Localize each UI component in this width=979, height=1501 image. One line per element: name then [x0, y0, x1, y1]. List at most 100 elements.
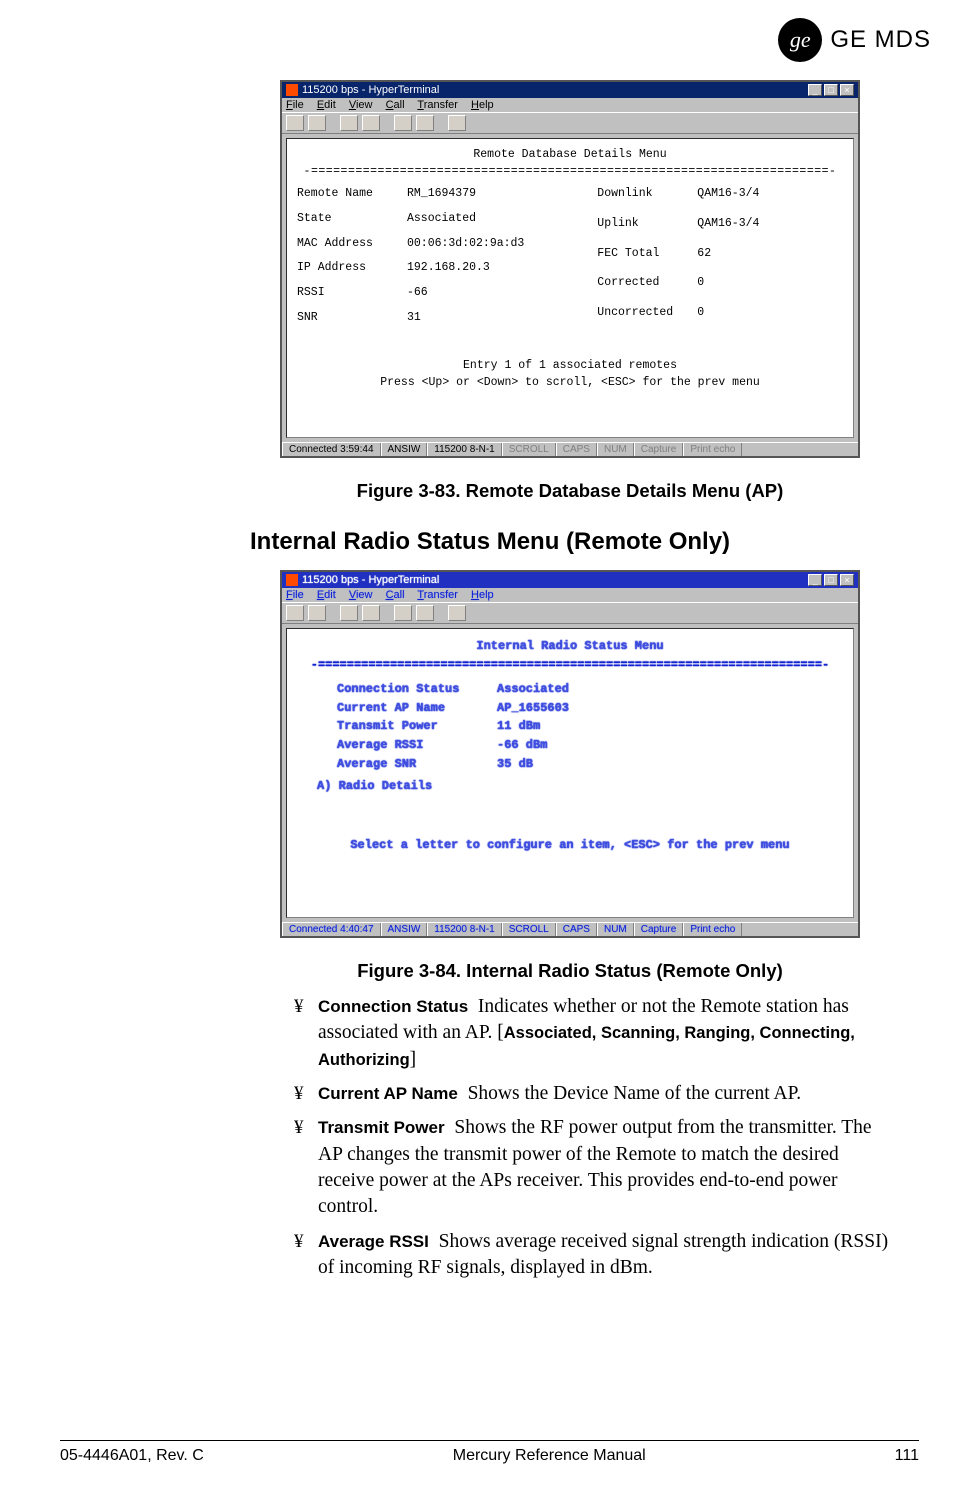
field-label: Remote Name	[297, 186, 397, 203]
toolbar-button[interactable]	[308, 605, 326, 621]
footer-left: 05-4446A01, Rev. C	[60, 1447, 204, 1465]
field-value: 62	[697, 246, 843, 268]
window-controls: _ □ ×	[808, 574, 854, 586]
toolbar-button[interactable]	[362, 115, 380, 131]
field-value: -66	[407, 285, 597, 302]
status-echo: Print echo	[683, 923, 742, 936]
menubar: File Edit View Call Transfer Help	[282, 98, 858, 112]
field-value: 192.168.20.3	[407, 260, 597, 277]
status-num: NUM	[597, 923, 634, 936]
menu-call[interactable]: Call	[386, 589, 405, 601]
field-value: 35 dB	[497, 755, 843, 774]
term-instr-line: Press <Up> or <Down> to scroll, <ESC> fo…	[297, 375, 843, 392]
bullet-item: Current AP Name Shows the Device Name of…	[318, 1081, 890, 1107]
menu-view[interactable]: View	[349, 589, 373, 601]
status-scroll: SCROLL	[502, 443, 556, 456]
field-value: -66 dBm	[497, 736, 843, 755]
field-label: Average SNR	[337, 755, 497, 774]
status-port: 115200 8-N-1	[427, 923, 501, 936]
bullet-term: Current AP Name	[318, 1084, 458, 1103]
bullet-item: Transmit Power Shows the RF power output…	[318, 1115, 890, 1220]
menubar: File Edit View Call Transfer Help	[282, 588, 858, 602]
field-value: 31	[407, 310, 597, 327]
field-value: Associated	[497, 680, 843, 699]
app-icon	[286, 84, 298, 96]
menu-transfer[interactable]: Transfer	[417, 99, 458, 111]
term-left-col: Remote NameRM_1694379 StateAssociated MA…	[297, 186, 597, 326]
figure-caption-2: Figure 3-84. Internal Radio Status (Remo…	[250, 960, 890, 982]
field-label: Corrected	[597, 275, 687, 297]
field-label: RSSI	[297, 285, 397, 302]
field-value: 0	[697, 275, 843, 297]
toolbar	[282, 602, 858, 624]
toolbar-button[interactable]	[448, 605, 466, 621]
field-label: Transmit Power	[337, 717, 497, 736]
field-value: 00:06:3d:02:9a:d3	[407, 236, 597, 253]
status-num: NUM	[597, 443, 634, 456]
close-button[interactable]: ×	[840, 574, 854, 586]
bullet-term: Average RSSI	[318, 1232, 429, 1251]
window-title: 115200 bps - HyperTerminal	[302, 574, 439, 586]
toolbar-button[interactable]	[362, 605, 380, 621]
field-label: SNR	[297, 310, 397, 327]
ge-monogram-icon: ge	[778, 18, 822, 62]
menu-transfer[interactable]: Transfer	[417, 589, 458, 601]
figure-caption-1: Figure 3-83. Remote Database Details Men…	[250, 480, 890, 502]
field-label: Uncorrected	[597, 305, 687, 327]
term-entry-line: Entry 1 of 1 associated remotes	[297, 358, 843, 375]
field-label: Current AP Name	[337, 699, 497, 718]
menu-help[interactable]: Help	[471, 99, 494, 111]
toolbar-button[interactable]	[286, 605, 304, 621]
status-conn: Connected 3:59:44	[282, 443, 381, 456]
bullet-text: ]	[410, 1049, 417, 1070]
window-titlebar: 115200 bps - HyperTerminal _ □ ×	[282, 82, 858, 98]
menu-call[interactable]: Call	[386, 99, 405, 111]
section-heading: Internal Radio Status Menu (Remote Only)	[250, 528, 890, 556]
field-value: 0	[697, 305, 843, 327]
term-instr-line: Select a letter to configure an item, <E…	[297, 836, 843, 855]
term-rule: -=======================================…	[297, 656, 843, 675]
status-scroll: SCROLL	[502, 923, 556, 936]
term-title: Remote Database Details Menu	[297, 147, 843, 164]
maximize-button[interactable]: □	[824, 574, 838, 586]
menu-file[interactable]: File	[286, 589, 304, 601]
field-label: Uplink	[597, 216, 687, 238]
minimize-button[interactable]: _	[808, 574, 822, 586]
field-value: 11 dBm	[497, 717, 843, 736]
hyperterminal-window-2: 115200 bps - HyperTerminal _ □ × File Ed…	[280, 570, 860, 938]
page: ge GE MDS 115200 bps - HyperTerminal _ □…	[0, 0, 979, 1501]
menu-help[interactable]: Help	[471, 589, 494, 601]
close-button[interactable]: ×	[840, 84, 854, 96]
term-detail-line: A) Radio Details	[317, 777, 843, 796]
toolbar-button[interactable]	[416, 605, 434, 621]
menu-edit[interactable]: Edit	[317, 99, 336, 111]
menu-file[interactable]: File	[286, 99, 304, 111]
bullet-list: Connection Status Indicates whether or n…	[278, 994, 890, 1281]
minimize-button[interactable]: _	[808, 84, 822, 96]
toolbar-button[interactable]	[448, 115, 466, 131]
bullet-item: Average RSSI Shows average received sign…	[318, 1229, 890, 1282]
toolbar-button[interactable]	[340, 115, 358, 131]
field-value: QAM16-3/4	[697, 186, 843, 208]
toolbar-button[interactable]	[286, 115, 304, 131]
status-conn: Connected 4:40:47	[282, 923, 381, 936]
status-caps: CAPS	[556, 443, 597, 456]
maximize-button[interactable]: □	[824, 84, 838, 96]
status-capture: Capture	[634, 443, 684, 456]
menu-edit[interactable]: Edit	[317, 589, 336, 601]
statusbar: Connected 3:59:44 ANSIW 115200 8-N-1 SCR…	[282, 442, 858, 456]
menu-view[interactable]: View	[349, 99, 373, 111]
toolbar-button[interactable]	[340, 605, 358, 621]
toolbar-button[interactable]	[308, 115, 326, 131]
status-emul: ANSIW	[381, 923, 428, 936]
field-label: Average RSSI	[337, 736, 497, 755]
toolbar-button[interactable]	[416, 115, 434, 131]
field-label: IP Address	[297, 260, 397, 277]
app-icon	[286, 574, 298, 586]
field-value: Associated	[407, 211, 597, 228]
status-caps: CAPS	[556, 923, 597, 936]
field-label: FEC Total	[597, 246, 687, 268]
toolbar-button[interactable]	[394, 115, 412, 131]
toolbar	[282, 112, 858, 134]
toolbar-button[interactable]	[394, 605, 412, 621]
